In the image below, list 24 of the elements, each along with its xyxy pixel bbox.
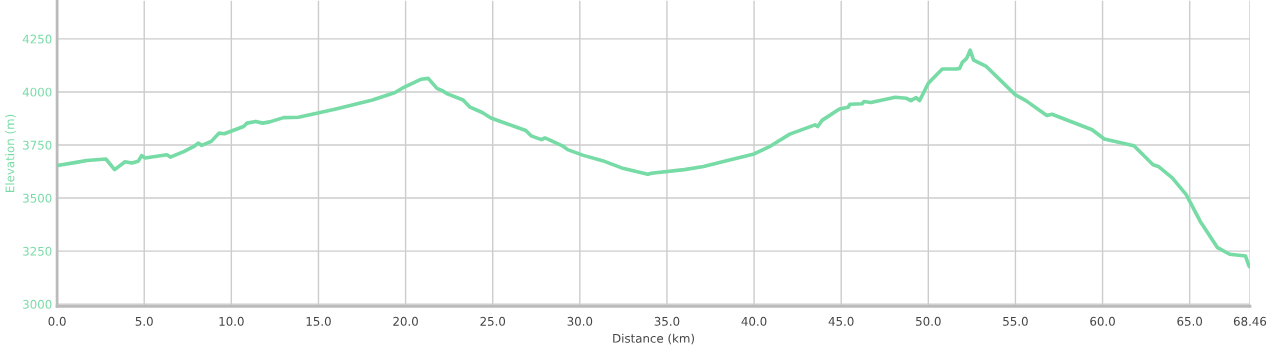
y-tick-label: 4000 [22, 87, 52, 97]
line-series [57, 48, 1250, 269]
x-tick-label: 60.0 [1090, 316, 1115, 326]
x-tick-label: 0.0 [48, 316, 66, 326]
y-tick-label: 3500 [23, 193, 52, 203]
x-tick-label: 25.0 [480, 316, 506, 326]
x-tick-label: 40.0 [741, 316, 767, 326]
x-tick-label: 68.46 [1233, 316, 1267, 326]
x-tick-label: 30.0 [567, 316, 593, 326]
x-tick-label: 45.0 [828, 316, 854, 326]
x-tick-label: 65.0 [1177, 316, 1203, 326]
y-tick-label: 4250 [22, 34, 52, 44]
x-tick-label: 20.0 [393, 316, 418, 326]
x-tick-label: 35.0 [654, 316, 680, 326]
y-tick-label: 3000 [23, 299, 52, 309]
y-tick-label: 3250 [23, 246, 52, 256]
x-tick-label: 5.0 [135, 316, 153, 326]
y-axis-title: Elevation (m) [5, 114, 16, 192]
x-tick-label: 15.0 [306, 316, 331, 326]
x-tick-label: 10.0 [219, 316, 244, 326]
y-tick-label: 3750 [23, 140, 52, 150]
x-tick-label: 50.0 [916, 316, 941, 326]
x-axis-title: Distance (km) [613, 333, 694, 345]
x-tick-label: 55.0 [1003, 316, 1028, 326]
